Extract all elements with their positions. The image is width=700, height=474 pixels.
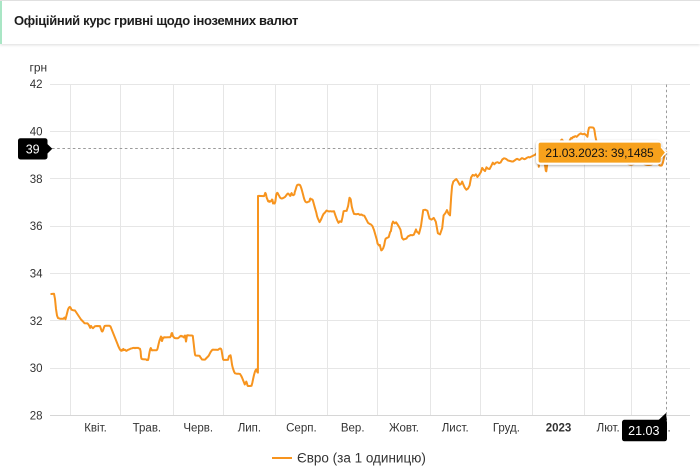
svg-text:21.03.2023: 39,1485: 21.03.2023: 39,1485 [545, 146, 654, 160]
svg-text:39: 39 [26, 142, 40, 156]
svg-text:грн: грн [30, 61, 48, 75]
svg-text:28: 28 [30, 411, 43, 423]
svg-text:42: 42 [30, 79, 43, 91]
svg-text:38: 38 [30, 174, 43, 186]
svg-text:30: 30 [30, 363, 43, 375]
svg-text:Лип.: Лип. [238, 422, 261, 434]
svg-text:21.03: 21.03 [628, 424, 659, 438]
svg-text:Квіт.: Квіт. [84, 422, 107, 434]
svg-text:34: 34 [30, 269, 43, 281]
svg-text:Євро (за 1 одиницю): Євро (за 1 одиницю) [297, 451, 426, 466]
svg-text:2023: 2023 [546, 422, 572, 434]
svg-text:32: 32 [30, 316, 43, 328]
svg-text:Серп.: Серп. [286, 422, 317, 434]
svg-text:Лют.: Лют. [597, 422, 620, 434]
svg-text:40: 40 [30, 127, 43, 139]
svg-text:Лист.: Лист. [442, 422, 469, 434]
svg-text:Трав.: Трав. [133, 422, 161, 434]
svg-text:Черв.: Черв. [183, 422, 213, 434]
svg-text:36: 36 [30, 221, 43, 233]
svg-text:Жовт.: Жовт. [389, 422, 419, 434]
svg-text:Груд.: Груд. [493, 422, 520, 434]
svg-text:Вер.: Вер. [341, 422, 365, 434]
